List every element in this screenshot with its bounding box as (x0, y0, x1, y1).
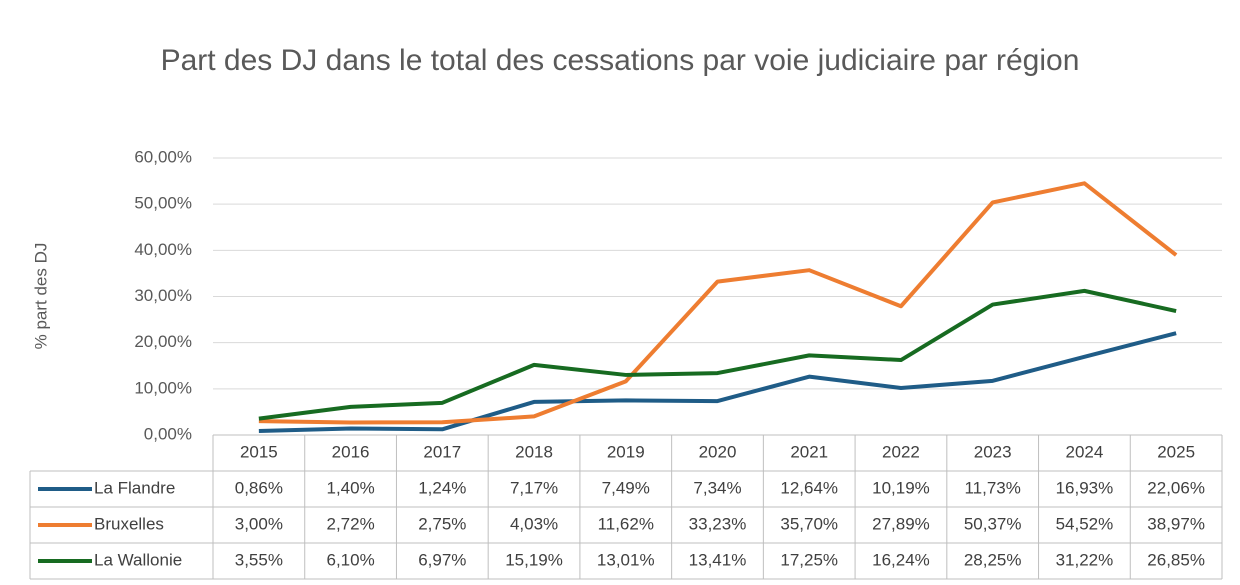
y-tick-label: 10,00% (134, 378, 192, 397)
table-value: 16,24% (872, 550, 930, 569)
y-axis-label: % part des DJ (31, 243, 50, 350)
x-tick-label: 2017 (423, 442, 461, 461)
table-value: 2,72% (326, 514, 374, 533)
table-value: 3,00% (235, 514, 283, 533)
x-tick-label: 2025 (1157, 442, 1195, 461)
y-tick-label: 0,00% (144, 424, 192, 443)
x-tick-label: 2019 (607, 442, 645, 461)
legend-label: Bruxelles (94, 514, 164, 533)
table-value: 7,17% (510, 478, 558, 497)
x-tick-label: 2023 (974, 442, 1012, 461)
table-value: 16,93% (1056, 478, 1114, 497)
table-value: 54,52% (1056, 514, 1114, 533)
table-value: 26,85% (1147, 550, 1205, 569)
y-tick-label: 50,00% (134, 194, 192, 213)
y-tick-label: 30,00% (134, 286, 192, 305)
table-value: 22,06% (1147, 478, 1205, 497)
table-value: 1,24% (418, 478, 466, 497)
table-value: 35,70% (780, 514, 838, 533)
legend-label: La Wallonie (94, 550, 182, 569)
x-tick-label: 2021 (790, 442, 828, 461)
legend-label: La Flandre (94, 478, 175, 497)
x-tick-label: 2022 (882, 442, 920, 461)
table-value: 6,97% (418, 550, 466, 569)
series-line (258, 288, 1177, 421)
x-tick-label: 2024 (1065, 442, 1103, 461)
table-value: 27,89% (872, 514, 930, 533)
y-tick-label: 40,00% (134, 240, 192, 259)
table-value: 4,03% (510, 514, 558, 533)
table-value: 15,19% (505, 550, 563, 569)
y-tick-label: 60,00% (134, 147, 192, 166)
table-value: 13,41% (689, 550, 747, 569)
table-value: 6,10% (326, 550, 374, 569)
table-value: 1,40% (326, 478, 374, 497)
table-value: 38,97% (1147, 514, 1205, 533)
series-line (258, 331, 1177, 434)
x-tick-label: 2018 (515, 442, 553, 461)
table-value: 28,25% (964, 550, 1022, 569)
chart-title: Part des DJ dans le total des cessations… (160, 44, 1080, 77)
table-value: 33,23% (689, 514, 747, 533)
table-value: 13,01% (597, 550, 655, 569)
x-tick-label: 2016 (332, 442, 370, 461)
table-value: 11,73% (964, 478, 1020, 497)
table-value: 50,37% (964, 514, 1022, 533)
x-tick-label: 2020 (699, 442, 737, 461)
table-value: 12,64% (780, 478, 838, 497)
table-value: 11,62% (598, 514, 654, 533)
series-line (258, 181, 1178, 425)
x-tick-label: 2015 (240, 442, 278, 461)
table-value: 31,22% (1056, 550, 1114, 569)
table-value: 3,55% (235, 550, 283, 569)
table-value: 17,25% (780, 550, 838, 569)
table-value: 7,34% (693, 478, 741, 497)
table-value: 10,19% (872, 478, 930, 497)
table-value: 2,75% (418, 514, 466, 533)
table-value: 0,86% (235, 478, 283, 497)
table-value: 7,49% (602, 478, 650, 497)
y-tick-label: 20,00% (134, 332, 192, 351)
